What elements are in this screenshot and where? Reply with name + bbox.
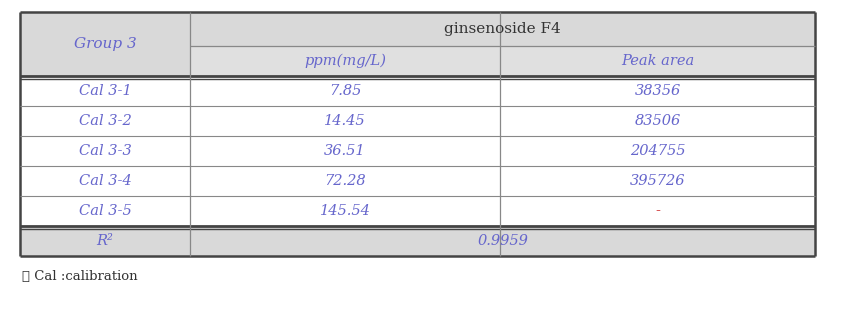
Bar	[500, 46, 815, 76]
Bar	[20, 166, 815, 196]
Bar	[190, 12, 815, 46]
Text: 145.54: 145.54	[319, 204, 370, 218]
Bar	[20, 196, 815, 226]
Text: 72.28: 72.28	[324, 174, 366, 188]
Text: -: -	[655, 204, 660, 218]
Bar	[20, 76, 815, 106]
Bar	[190, 46, 500, 76]
Text: 0.9959: 0.9959	[477, 234, 528, 248]
Bar	[20, 12, 190, 76]
Bar	[20, 106, 815, 136]
Text: R²: R²	[97, 234, 113, 248]
Text: Cal 3-5: Cal 3-5	[79, 204, 131, 218]
Text: Cal 3-2: Cal 3-2	[79, 114, 131, 128]
Text: Group 3: Group 3	[74, 37, 136, 51]
Text: 7.85: 7.85	[329, 84, 361, 98]
Text: 36.51: 36.51	[324, 144, 366, 158]
Text: Cal 3-1: Cal 3-1	[79, 84, 131, 98]
Text: 204755: 204755	[630, 144, 685, 158]
Text: ※ Cal :calibration: ※ Cal :calibration	[22, 269, 137, 283]
Text: 83506: 83506	[634, 114, 681, 128]
Text: Cal 3-4: Cal 3-4	[79, 174, 131, 188]
Text: ginsenoside F4: ginsenoside F4	[444, 22, 561, 36]
Bar	[20, 226, 815, 256]
Text: 38356: 38356	[634, 84, 681, 98]
Text: Peak area: Peak area	[621, 54, 695, 68]
Bar	[20, 136, 815, 166]
Text: 14.45: 14.45	[324, 114, 366, 128]
Text: Cal 3-3: Cal 3-3	[79, 144, 131, 158]
Text: ppm(mg/L): ppm(mg/L)	[304, 54, 386, 68]
Text: 395726: 395726	[630, 174, 685, 188]
